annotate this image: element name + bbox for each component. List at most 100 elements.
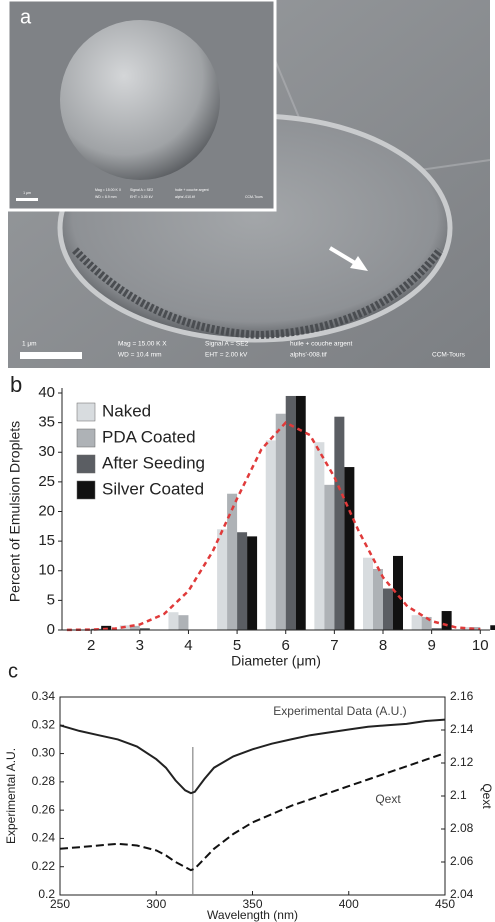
bar	[275, 413, 286, 630]
bar	[490, 625, 495, 630]
y-tick-label: 30	[38, 443, 55, 460]
inset-info: EHT = 3.00 kV	[130, 195, 153, 199]
bar	[178, 615, 189, 630]
y2-tick-label: 2.12	[450, 755, 474, 769]
y-tick-label: 40	[38, 384, 55, 401]
bar	[237, 532, 248, 630]
x-tick-label: 300	[146, 897, 166, 911]
y-tick-label: 0.2	[38, 887, 55, 901]
sphere	[60, 20, 220, 180]
inset-scale-bar	[16, 198, 38, 201]
y2-tick-label: 2.14	[450, 722, 474, 736]
y-axis-label: Experimental A.U.	[4, 748, 18, 844]
x-tick-label: 9	[427, 637, 435, 654]
data-line	[59, 718, 446, 795]
bar	[470, 627, 481, 630]
series-label: Experimental Data (A.U.)	[273, 704, 406, 718]
panel-label: b	[10, 372, 22, 397]
x-tick-label: 450	[435, 897, 455, 911]
bar	[227, 493, 238, 630]
bar	[344, 467, 355, 630]
inset-scale-text: 1 μm	[23, 191, 31, 195]
y2-tick-label: 2.08	[450, 821, 474, 835]
y-tick-label: 0.32	[32, 717, 56, 731]
bar	[363, 557, 373, 630]
legend-swatch	[76, 454, 96, 474]
x-tick-label: 4	[184, 637, 192, 654]
inset-info: Signal A = SE2	[130, 188, 153, 192]
bar	[393, 555, 403, 630]
x-tick-label: 5	[233, 637, 241, 654]
y-tick-label: 0	[47, 621, 55, 638]
inset-info: huile + couche argent	[175, 188, 209, 192]
bar	[324, 484, 335, 630]
arrow-head	[350, 256, 368, 271]
bar	[431, 628, 442, 630]
bar	[295, 395, 306, 630]
x-tick-label: 6	[282, 637, 290, 654]
bar	[217, 529, 228, 630]
sem-info: Signal A = SE2	[205, 341, 249, 348]
legend-swatch	[76, 402, 96, 422]
x-tick-label: 250	[50, 897, 70, 911]
y-tick-label: 5	[47, 591, 55, 608]
legend-label: PDA Coated	[102, 427, 196, 446]
x-tick-label: 2	[87, 637, 95, 654]
y2-tick-label: 2.16	[450, 689, 474, 703]
sem-info: CCM-Tours	[432, 352, 466, 359]
y-tick-label: 20	[38, 502, 55, 519]
sem-info: EHT = 2.00 kV	[205, 352, 248, 359]
legend-label: After Seeding	[102, 453, 205, 472]
bar	[411, 615, 422, 630]
legend-label: Silver Coated	[102, 479, 204, 498]
x-axis-label: Wavelength (nm)	[207, 908, 298, 922]
bar	[441, 611, 452, 630]
legend-label: Naked	[102, 401, 151, 420]
sem-image: 1 μm Mag = 15.00 K X WD = 8.9 mm Signal …	[6, 0, 491, 368]
bar	[383, 588, 393, 630]
x-axis-label: Diameter (μm)	[231, 653, 321, 669]
scale-text: 1 μm	[22, 341, 37, 348]
bar	[334, 416, 345, 630]
panel-label: a	[20, 6, 32, 28]
series-label: Qext	[375, 792, 401, 806]
data-line	[59, 752, 446, 872]
y-axis-label: Percent of Emulsion Droplets	[7, 421, 23, 602]
scale-bar	[20, 352, 82, 359]
y2-tick-label: 2.06	[450, 854, 474, 868]
fit-curve	[66, 421, 481, 632]
bar	[139, 628, 150, 630]
x-tick-label: 7	[330, 637, 338, 654]
y-tick-label: 25	[38, 473, 55, 490]
bar	[247, 536, 258, 630]
bar	[421, 616, 432, 630]
y-tick-label: 0.22	[32, 859, 56, 873]
y-tick-label: 0.28	[32, 774, 56, 788]
crater-rim	[72, 247, 444, 340]
bar	[168, 612, 179, 630]
sem-info: WD = 10.4 mm	[118, 352, 162, 359]
inset-info: Mag = 15.00 K X	[95, 188, 122, 192]
panel-label: c	[8, 660, 18, 682]
y-tick-label: 0.30	[32, 746, 56, 760]
bar	[265, 440, 276, 630]
inset-info: alphs'-010.tif	[175, 195, 195, 199]
bar	[129, 625, 140, 630]
y-tick-label: 0.26	[32, 802, 56, 816]
y2-axis-label: Qext	[480, 783, 494, 809]
y2-tick-label: 2.1	[450, 788, 467, 802]
y-tick-label: 15	[38, 532, 55, 549]
x-tick-label: 400	[339, 897, 359, 911]
bar	[373, 568, 383, 630]
x-tick-label: 10	[472, 637, 489, 654]
bar	[314, 442, 325, 630]
y-tick-label: 10	[38, 562, 55, 579]
legend-swatch	[76, 428, 96, 448]
y-tick-label: 0.24	[32, 831, 56, 845]
y-tick-label: 0.34	[32, 689, 56, 703]
y-tick-label: 35	[38, 414, 55, 431]
x-tick-label: 350	[242, 897, 262, 911]
bar	[285, 395, 296, 630]
